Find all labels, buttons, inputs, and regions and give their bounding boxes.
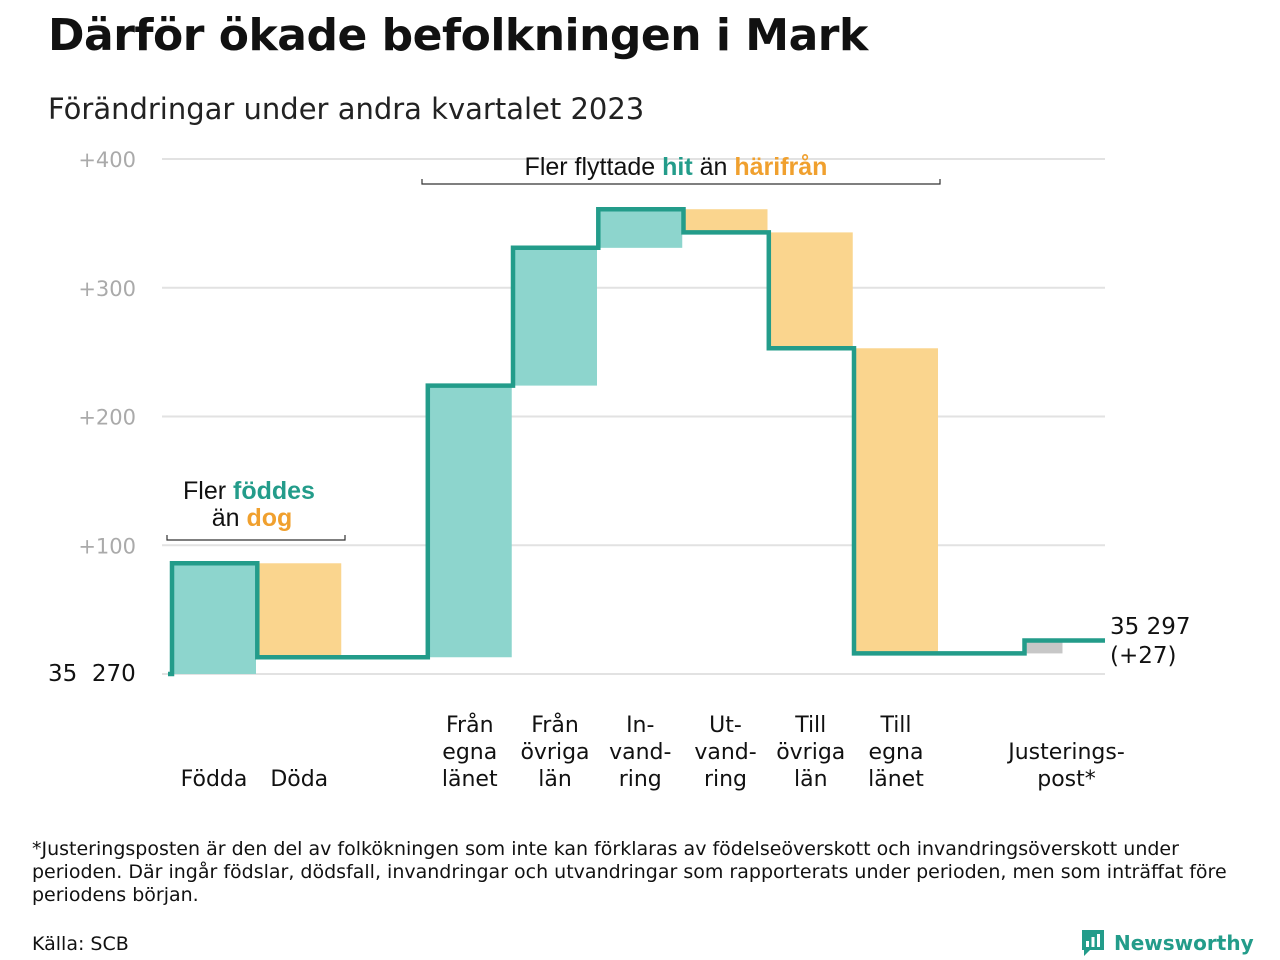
category-label: vand- (694, 740, 756, 765)
category-label: län (538, 767, 572, 792)
waterfall-bar (513, 247, 597, 386)
births-annotation-line1: Fler föddes (183, 477, 315, 505)
waterfall-chart: +100+200+300+400 Födda DödaFrånegnalänetF… (48, 148, 1190, 792)
brand-name: Newsworthy (1114, 931, 1254, 955)
births-annotation-bracket (166, 535, 346, 541)
start-value-label: 35 270 (48, 661, 136, 687)
y-tick-label: +400 (78, 148, 136, 172)
end-value-label: 35 297 (1110, 614, 1190, 640)
cumulative-step-line (168, 206, 1105, 677)
category-label: Till (794, 713, 826, 738)
waterfall-bar (427, 385, 512, 658)
waterfall-bar (172, 563, 256, 674)
category-label: Justerings- (1006, 740, 1125, 765)
category-label: Födda (181, 767, 248, 792)
category-label: Ut- (709, 713, 742, 738)
migration-annotation: Fler flyttade hit än härifrån (525, 153, 828, 181)
category-label: Från (531, 712, 579, 738)
source-label: Källa: SCB (32, 933, 129, 955)
waterfall-bar (598, 209, 683, 248)
y-tick-label: +200 (78, 406, 136, 430)
category-label: In- (626, 713, 654, 738)
category-label: övriga (520, 740, 589, 765)
y-tick-label: +100 (78, 534, 136, 558)
category-label: länet (868, 767, 924, 792)
waterfall-bar (854, 348, 938, 654)
chart-title: Därför ökade befolkningen i Mark (48, 10, 868, 61)
end-change-label: (+27) (1110, 643, 1176, 669)
category-label: länet (442, 767, 498, 792)
category-label: post* (1037, 767, 1096, 792)
category-label: Från (446, 712, 494, 738)
newsworthy-logo-icon (1082, 930, 1104, 956)
category-label: ring (619, 767, 662, 792)
category-label: län (794, 767, 828, 792)
category-label: övriga (776, 740, 845, 765)
waterfall-bar (683, 209, 768, 233)
category-label: ring (704, 767, 747, 792)
waterfall-bar (257, 563, 342, 658)
births-annotation-line2: än dog (212, 504, 293, 532)
waterfall-bar (1024, 640, 1063, 654)
category-label: vand- (609, 740, 671, 765)
waterfall-bar (768, 232, 853, 349)
migration-annotation-bracket (421, 179, 941, 185)
category-label: Döda (270, 767, 328, 792)
category-label: egna (442, 740, 497, 765)
category-label: egna (869, 740, 924, 765)
brand-logo: Newsworthy (1080, 928, 1254, 958)
category-label: Till (879, 713, 911, 738)
y-tick-label: +300 (78, 277, 136, 301)
footnote: *Justeringsposten är den del av folkökni… (32, 838, 1227, 906)
chart-subtitle: Förändringar under andra kvartalet 2023 (48, 92, 645, 126)
